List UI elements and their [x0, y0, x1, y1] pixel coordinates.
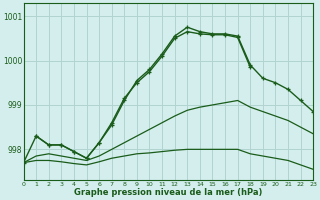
X-axis label: Graphe pression niveau de la mer (hPa): Graphe pression niveau de la mer (hPa)	[74, 188, 263, 197]
